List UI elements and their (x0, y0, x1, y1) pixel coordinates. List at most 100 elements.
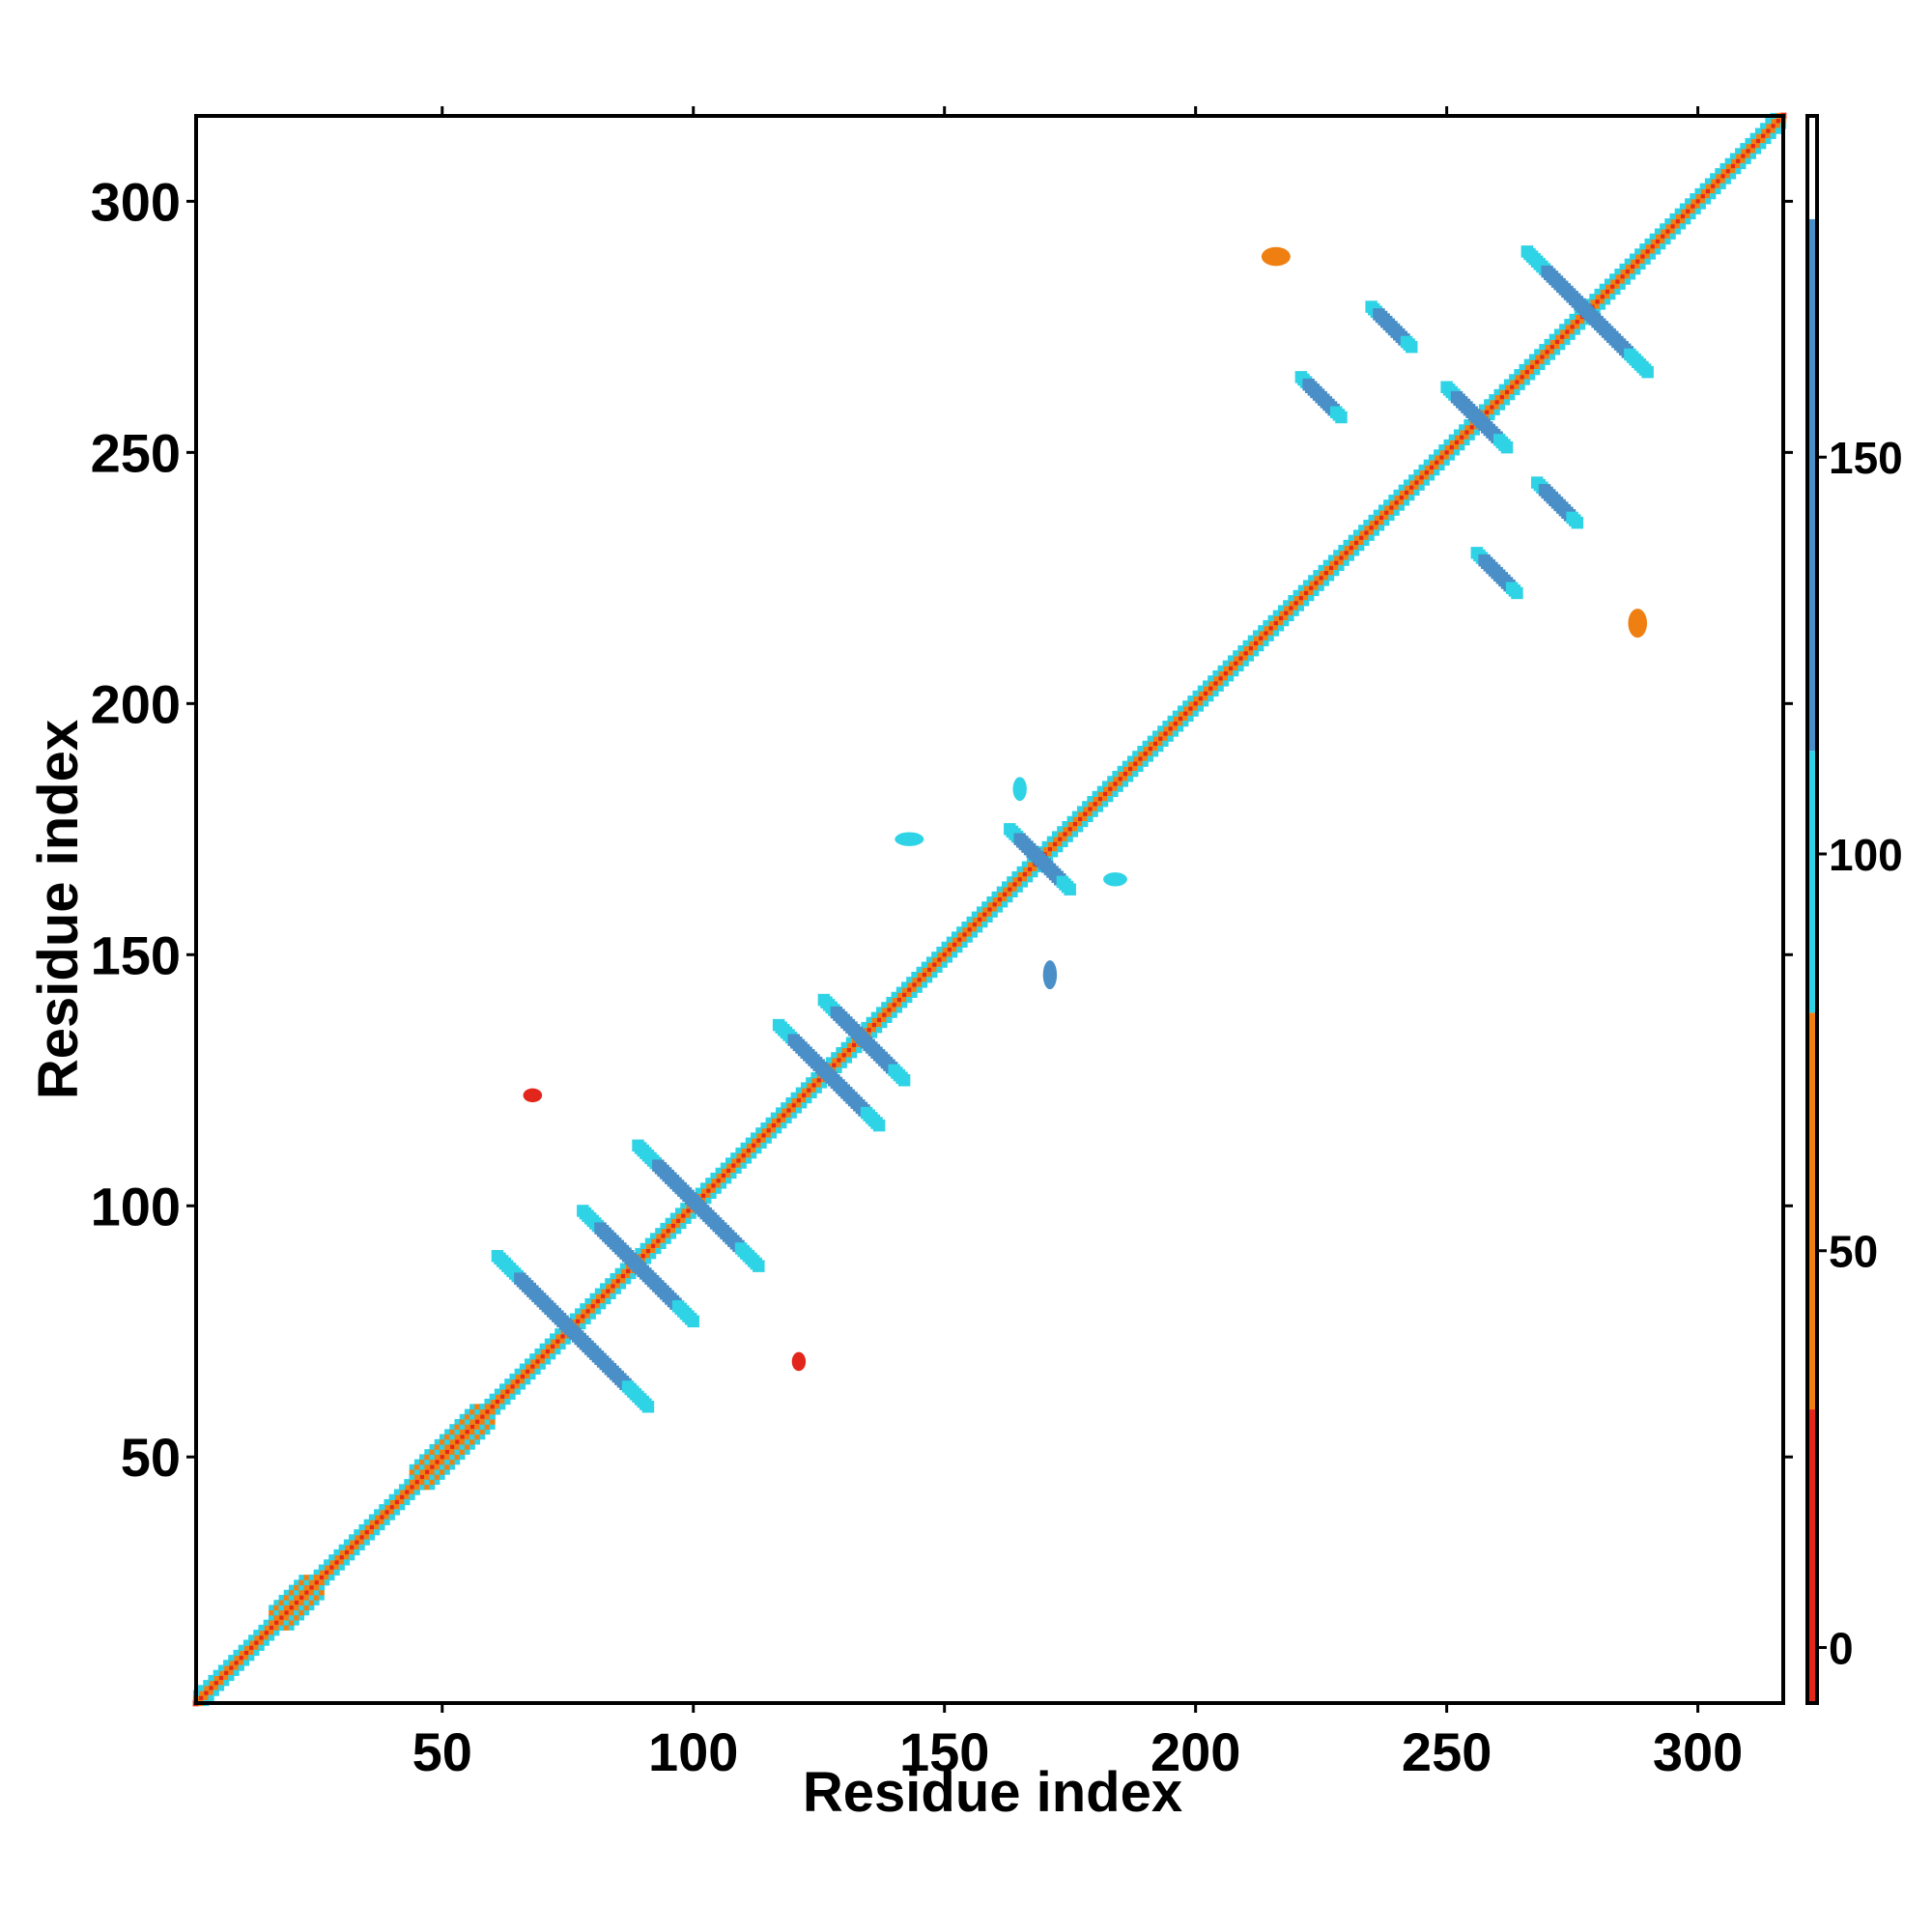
heatmap-cell-2 (1263, 639, 1269, 647)
heatmap-cell-1 (725, 1162, 732, 1169)
heatmap-cell-1 (1403, 495, 1410, 501)
heatmap-cell-2 (499, 1404, 506, 1410)
heatmap-cell-2 (1408, 474, 1415, 481)
heatmap-cell-2 (1765, 118, 1772, 125)
heatmap-cell-1 (650, 1247, 657, 1255)
heatmap-cell-2 (770, 1112, 778, 1119)
heatmap-cell-0 (740, 1151, 748, 1159)
heatmap-cell-0 (1544, 348, 1551, 355)
heatmap-cell-2 (1327, 575, 1335, 582)
heatmap-cell-2 (494, 1388, 501, 1395)
heatmap-cell-2 (379, 1523, 385, 1531)
heatmap-cell-3 (419, 1454, 425, 1461)
heatmap-cell-0 (750, 1142, 757, 1150)
heatmap-cell-1 (785, 1112, 792, 1119)
heatmap-cell-2 (1453, 429, 1461, 436)
heatmap-cell-2 (715, 1167, 722, 1174)
heatmap-cell-2 (1754, 128, 1762, 134)
heatmap-cell-3 (439, 1434, 445, 1440)
heatmap-cell-2 (242, 1639, 250, 1646)
heatmap-cell-2 (248, 1634, 255, 1641)
heatmap-cell-2 (1101, 781, 1109, 787)
heatmap-cell-0 (1644, 248, 1651, 255)
heatmap-cell-2 (725, 1157, 732, 1164)
heatmap-cell-0 (710, 1182, 717, 1189)
heatmap-cell-3 (424, 1454, 431, 1461)
heatmap-cell-2 (1735, 168, 1742, 175)
heatmap-cell-2 (861, 1021, 867, 1029)
heatmap-cell-4 (308, 1575, 315, 1580)
heatmap-cell-1 (238, 1660, 244, 1666)
heatmap-cell-1 (1182, 715, 1189, 723)
heatmap-cell-0 (1006, 886, 1013, 894)
heatmap-cell-2 (1463, 439, 1470, 446)
heatmap-cell-0 (1709, 183, 1717, 190)
heatmap-cell-0 (1569, 323, 1577, 330)
heatmap-cell-1 (1468, 429, 1475, 436)
heatmap-cell-0 (1081, 810, 1089, 818)
heatmap-cell-16 (1628, 609, 1648, 639)
heatmap-cell-1 (1528, 369, 1536, 376)
heatmap-cell-2 (1237, 645, 1244, 652)
heatmap-cell-2 (1007, 876, 1013, 883)
heatmap-cell-1 (1333, 554, 1340, 561)
heatmap-cell-2 (1609, 294, 1616, 300)
heatmap-cell-1 (1096, 801, 1104, 808)
heatmap-cell-1 (1267, 620, 1274, 627)
heatmap-cell-0 (519, 1373, 526, 1380)
heatmap-cell-0 (549, 1343, 556, 1350)
heatmap-cell-1 (1122, 776, 1129, 782)
heatmap-cell-2 (1685, 218, 1691, 225)
heatmap-cell-2 (1308, 595, 1315, 602)
heatmap-cell-1 (1007, 891, 1013, 898)
heatmap-cell-2 (1679, 203, 1687, 210)
heatmap-cell-3 (444, 1434, 450, 1440)
heatmap-cell-1 (388, 1509, 395, 1516)
heatmap-cell-2 (1046, 836, 1054, 842)
heatmap-cell-1 (660, 1237, 667, 1244)
heatmap-cell-0 (941, 951, 949, 958)
heatmap-cell-1 (891, 996, 897, 1004)
heatmap-cell-3 (429, 1443, 436, 1450)
heatmap-cell-1 (831, 1057, 838, 1064)
colorbar-frame (1805, 114, 1819, 1705)
heatmap-cell-4 (288, 1609, 295, 1616)
heatmap-cell-2 (580, 1303, 586, 1310)
heatmap-cell-2 (1338, 545, 1345, 552)
heatmap-cell-1 (1151, 746, 1159, 753)
heatmap-cell-0 (208, 1685, 214, 1691)
heatmap-cell-1 (1434, 454, 1440, 461)
heatmap-cell-1 (354, 1534, 360, 1541)
heatmap-cell-1 (1202, 696, 1209, 702)
heatmap-cell-1 (1092, 806, 1098, 812)
heatmap-cell-0 (1257, 635, 1264, 642)
heatmap-cell-0 (258, 1634, 265, 1641)
heatmap-cell-4 (283, 1625, 290, 1631)
heatmap-cell-1 (875, 1011, 883, 1018)
heatmap-cell-0 (770, 1122, 778, 1129)
heatmap-cell-2 (217, 1685, 225, 1691)
heatmap-cell-1 (1187, 710, 1194, 717)
heatmap-cell-1 (1026, 861, 1034, 867)
heatmap-cell-1 (925, 961, 933, 968)
heatmap-cell-2 (755, 1127, 762, 1134)
heatmap-cell-0 (1654, 238, 1662, 245)
heatmap-cell-0 (614, 1277, 622, 1285)
heatmap-cell-1 (1192, 705, 1199, 712)
heatmap-cell-2 (525, 1378, 531, 1385)
heatmap-cell-0 (830, 1062, 838, 1069)
heatmap-cell-2 (900, 981, 908, 988)
heatmap-cell-0 (288, 1604, 296, 1611)
heatmap-cell-1 (1378, 509, 1385, 516)
heatmap-cell-1 (580, 1318, 586, 1324)
heatmap-cell-2 (971, 911, 979, 918)
heatmap-cell-2 (600, 1283, 607, 1290)
heatmap-cell-1 (393, 1493, 401, 1500)
heatmap-cell-0 (1519, 373, 1526, 381)
heatmap-cell-0 (1096, 795, 1104, 803)
heatmap-cell-2 (665, 1237, 671, 1244)
heatmap-cell-1 (1413, 484, 1420, 491)
heatmap-cell-3 (429, 1479, 436, 1486)
heatmap-cell-0 (203, 1690, 210, 1696)
heatmap-cell-1 (720, 1178, 727, 1184)
